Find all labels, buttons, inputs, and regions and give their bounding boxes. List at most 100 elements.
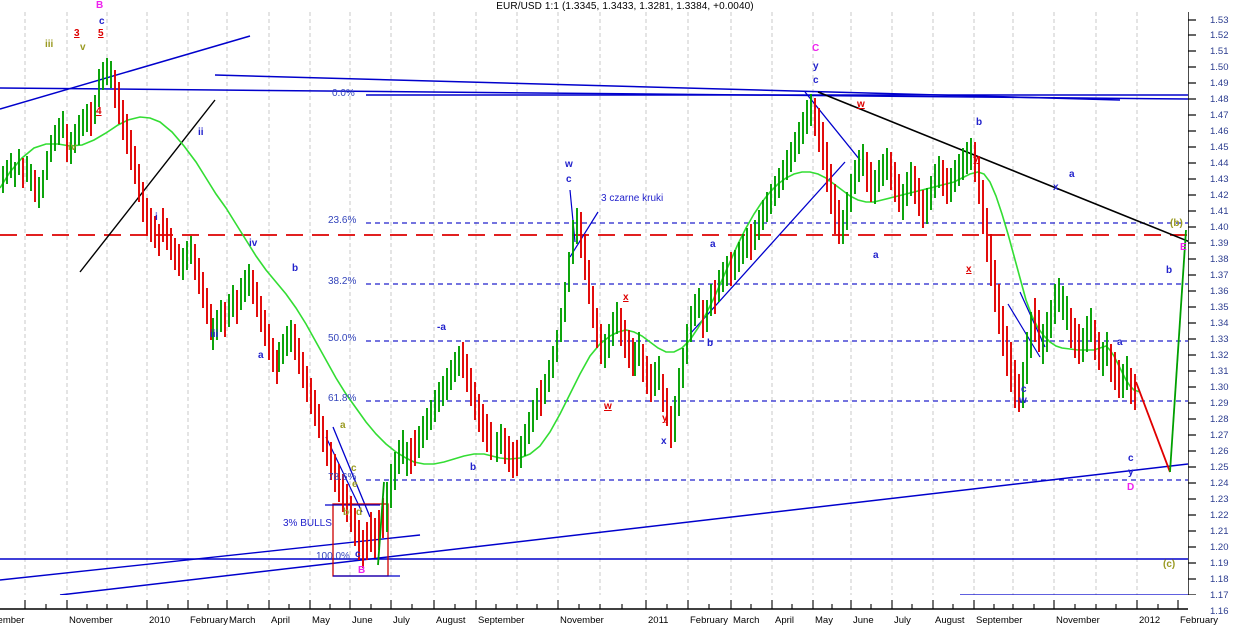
wave-label-4: 4 — [96, 106, 102, 117]
wave-label-y-1: y — [662, 413, 668, 424]
price-tick-147: 1.47 — [1210, 110, 1229, 121]
price-tick-138: 1.38 — [1210, 254, 1229, 265]
price-tick-132: 1.32 — [1210, 350, 1229, 361]
trendline-black-falling — [817, 91, 1188, 243]
trendline-rising-lower — [0, 534, 421, 581]
wave-label-c-3: c — [355, 549, 361, 560]
time-axis-ticks — [0, 600, 1188, 610]
price-tick-152: 1.52 — [1210, 30, 1229, 41]
wave-label-i: i — [155, 212, 158, 223]
wave-label-b-paren: (b) — [1170, 218, 1183, 229]
price-tick-141: 1.41 — [1210, 206, 1229, 217]
wave-label-b-3: b — [470, 462, 477, 473]
trendline-wedge-a — [332, 426, 371, 518]
time-tick-june-2011: June — [853, 615, 874, 626]
price-plot-area[interactable]: 0.0% 23.6% 38.2% 50.0% 61.8% 78.6% 100.0… — [0, 1, 1188, 595]
wave-label-iv-2: iv — [249, 238, 258, 249]
wave-label-E: E — [1180, 242, 1187, 253]
wave-label-c-1: c — [99, 16, 105, 27]
time-tick-july-2010: July — [393, 615, 410, 626]
fib-label-236: 23.6% — [328, 215, 357, 226]
time-tick-march-2011: March — [733, 615, 760, 626]
price-tick-136: 1.36 — [1210, 286, 1229, 297]
time-axis[interactable]: September November 2010 February March A… — [0, 595, 1218, 636]
price-chart-svg[interactable] — [0, 12, 1188, 595]
wave-label-B-top: B — [96, 0, 104, 11]
wave-label-d: d — [356, 507, 363, 518]
price-tick-146: 1.46 — [1210, 126, 1229, 137]
price-tick-118: 1.18 — [1210, 574, 1229, 585]
time-tick-september-2011: September — [976, 615, 1023, 626]
price-tick-129: 1.29 — [1210, 398, 1229, 409]
wave-label-a-7: a — [1117, 337, 1123, 348]
price-tick-153: 1.53 — [1210, 15, 1229, 26]
wave-label-B-bottom: B — [358, 565, 366, 576]
wave-label-iv-1: iv — [68, 142, 77, 153]
wave-label-D: D — [1127, 482, 1135, 493]
wave-label-y-3: y — [973, 154, 979, 165]
fib-label-1000: 100.0% — [316, 551, 350, 562]
time-tick-july-2011: July — [894, 615, 911, 626]
time-tick-february-2012: February — [1180, 615, 1219, 626]
wave-label-w-1: w — [565, 159, 573, 170]
price-tick-116: 1.16 — [1210, 606, 1229, 617]
trendline-upper-blue-1 — [0, 35, 251, 110]
wave-label-c-paren: (c) — [1163, 559, 1176, 570]
wave-label-c-4: c — [566, 174, 572, 185]
wave-label-x-3: x — [966, 264, 972, 275]
annotation-3-percent-bulls: 3% BULLS — [283, 518, 332, 529]
time-tick-february-2011: February — [690, 615, 729, 626]
price-tick-131: 1.31 — [1210, 366, 1229, 377]
forecast-path — [377, 229, 1187, 566]
wave-label-a-6: a — [1069, 169, 1075, 180]
wave-label-x-1: x — [623, 292, 629, 303]
price-tick-137: 1.37 — [1210, 270, 1229, 281]
fib-label-0: 0.0% — [332, 88, 355, 99]
time-tick-november-2011: November — [1056, 615, 1100, 626]
trendline-mini-wedge-right-2 — [1019, 291, 1046, 348]
price-tick-121: 1.21 — [1210, 526, 1229, 537]
price-tick-149: 1.49 — [1210, 78, 1229, 89]
trendline-upper-blue-2 — [0, 87, 1188, 100]
price-tick-133: 1.33 — [1210, 334, 1229, 345]
time-tick-may-2010: May — [312, 615, 330, 626]
time-tick-february-2010: February — [190, 615, 229, 626]
price-tick-150: 1.50 — [1210, 62, 1229, 73]
price-tick-120: 1.20 — [1210, 542, 1229, 553]
trendline-callout-kruki — [569, 211, 599, 258]
time-tick-september-2009: September — [0, 615, 25, 626]
wave-label-v: v — [80, 42, 86, 53]
time-tick-august-2011: August — [935, 615, 965, 626]
wave-label-e: e — [352, 479, 358, 490]
price-axis-ticks — [1187, 12, 1196, 596]
price-tick-128: 1.28 — [1210, 414, 1229, 425]
price-tick-124: 1.24 — [1210, 478, 1229, 489]
wave-label-w-4: w — [1019, 395, 1027, 406]
wave-label-b-5: b — [976, 117, 983, 128]
wave-label-x-4: x — [1053, 182, 1059, 193]
fib-label-382: 38.2% — [328, 276, 357, 287]
wave-label-a-5: a — [873, 250, 879, 261]
wave-label-b-2: b — [343, 507, 350, 518]
price-tick-143: 1.43 — [1210, 174, 1229, 185]
wave-label-3: 3 — [74, 28, 80, 39]
time-tick-april-2011: April — [775, 615, 795, 626]
time-tick-august-2010: August — [436, 615, 466, 626]
price-tick-135: 1.35 — [1210, 302, 1229, 313]
wave-label-w-3: w — [857, 99, 865, 110]
annotation-3-czarne-kruki: 3 czarne kruki — [601, 193, 664, 204]
time-tick-september-2010: September — [478, 615, 525, 626]
time-tick-may-2011: May — [815, 615, 833, 626]
time-tick-march-2010: March — [229, 615, 256, 626]
wave-label-c-6: c — [1021, 384, 1027, 395]
price-axis[interactable]: 1.53 1.52 1.51 1.50 1.49 1.48 1.47 1.46 … — [1187, 12, 1250, 601]
trendlines — [0, 35, 1188, 595]
price-tick-130: 1.30 — [1210, 382, 1229, 393]
time-tick-november-2010: November — [560, 615, 604, 626]
price-tick-134: 1.34 — [1210, 318, 1229, 329]
price-tick-151: 1.51 — [1210, 46, 1229, 57]
wave-label-b-6: b — [1166, 265, 1173, 276]
price-tick-119: 1.19 — [1210, 558, 1229, 569]
price-tick-126: 1.26 — [1210, 446, 1229, 457]
